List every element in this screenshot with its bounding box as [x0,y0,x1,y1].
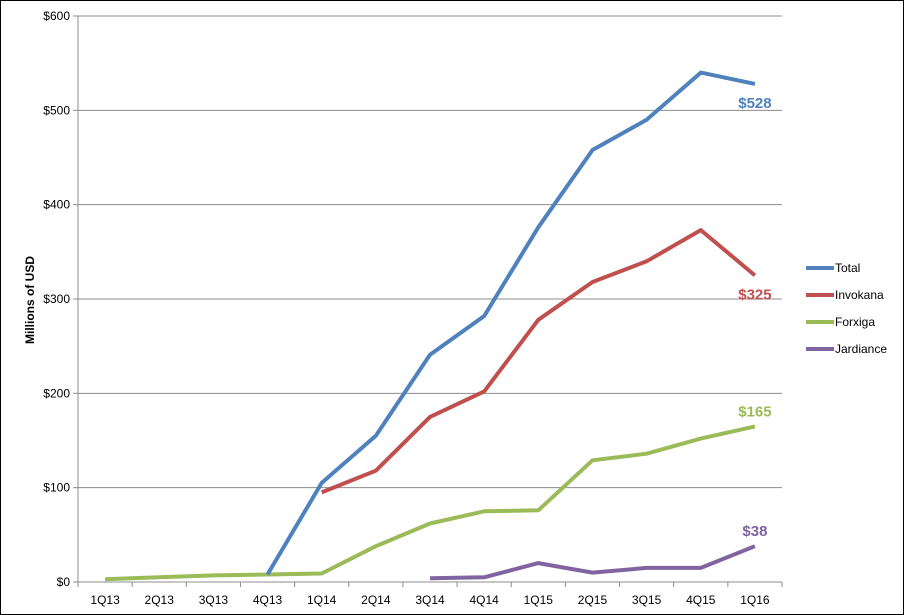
x-axis-ticks: 1Q13 2Q13 3Q13 4Q13 1Q14 2Q14 3Q14 4Q14 1Q15 2Q15… [77,582,783,607]
series-line-total [265,70,756,576]
end-label-invokana: $325 [738,286,771,303]
gridlines [78,15,782,489]
x-tick-label: 4Q14 [469,593,499,607]
legend-label-forxiga: Forxiga [835,315,875,329]
y-axis-title: Millions of USD [23,256,37,344]
y-tick-label: $200 [43,386,70,400]
x-tick-label: 2Q15 [578,593,608,607]
series-lines [105,70,757,582]
x-tick-label: 1Q16 [740,593,770,607]
legend: Total Invokana Forxiga Jardiance [806,261,887,356]
x-tick-label: 1Q13 [90,593,120,607]
x-tick-label: 2Q14 [361,593,391,607]
x-tick-label: 4Q13 [253,593,283,607]
end-label-jardiance: $38 [742,523,767,540]
x-tick-label: 3Q15 [632,593,662,607]
x-tick-label: 3Q13 [199,593,229,607]
y-tick-label: $600 [43,9,70,23]
x-tick-label: 4Q15 [686,593,716,607]
y-tick-label: $100 [43,481,70,495]
legend-label-jardiance: Jardiance [835,342,887,356]
legend-label-invokana: Invokana [835,288,884,302]
x-tick-label: 2Q13 [145,593,175,607]
end-labels: $528 $325 $165 $38 [738,95,771,540]
end-label-total: $528 [738,95,771,112]
end-label-forxiga: $165 [738,403,771,420]
series-line-invokana [320,228,757,495]
x-tick-label: 1Q15 [524,593,554,607]
legend-label-total: Total [835,261,860,275]
y-tick-label: $300 [43,292,70,306]
y-tick-label: $500 [43,103,70,117]
y-tick-label: $0 [57,575,71,589]
x-tick-label: 3Q14 [415,593,445,607]
y-axis-ticks: $0 $100 $200 $300 $400 $500 $600 [43,9,78,589]
series-line-jardiance [429,544,756,581]
x-tick-label: 1Q14 [307,593,337,607]
y-tick-label: $400 [43,198,70,212]
series-line-forxiga [105,424,756,582]
